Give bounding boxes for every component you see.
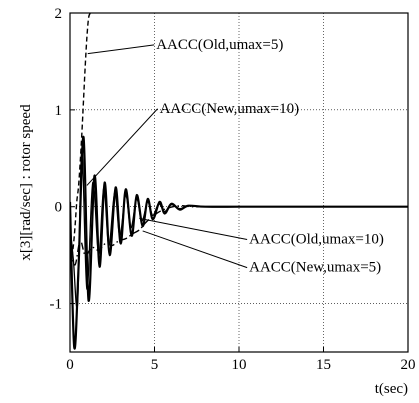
y-axis-label: x[3][rad/sec] : rotor speed xyxy=(18,104,34,261)
series-group xyxy=(70,13,408,350)
x-tick-label: 0 xyxy=(66,357,74,373)
annotation-leader-1 xyxy=(86,108,158,186)
annotation-label-1: AACC(New,umax=10) xyxy=(160,101,300,117)
x-axis-label: t(sec) xyxy=(375,381,408,397)
grid xyxy=(70,13,408,352)
y-tick-label: 0 xyxy=(55,200,63,216)
series-line-0 xyxy=(70,13,91,256)
x-tick-label: 20 xyxy=(401,357,416,373)
x-tick-label: 10 xyxy=(232,357,247,373)
y-tick-label: 1 xyxy=(55,103,63,119)
y-tick-label: 2 xyxy=(55,6,63,22)
y-tick-label: -1 xyxy=(50,297,63,313)
series-line-3 xyxy=(70,147,408,309)
x-tick-label: 5 xyxy=(151,357,159,373)
ticks-group: 0 5 10 15 20 -1 0 1 2 xyxy=(50,6,416,373)
annotation-leader-0 xyxy=(87,44,155,55)
annotation-label-0: AACC(Old,umax=5) xyxy=(156,37,283,53)
annotation-label-3: AACC(New,umax=5) xyxy=(249,260,381,276)
annotation-leader-2 xyxy=(139,217,248,241)
series-line-2 xyxy=(70,205,408,266)
x-tick-label: 15 xyxy=(316,357,331,373)
annotation-leader-3 xyxy=(142,230,248,269)
annotations-group: AACC(Old,umax=5) AACC(New,umax=10) AACC(Ol… xyxy=(86,37,384,276)
annotation-label-2: AACC(Old,umax=10) xyxy=(249,232,384,248)
